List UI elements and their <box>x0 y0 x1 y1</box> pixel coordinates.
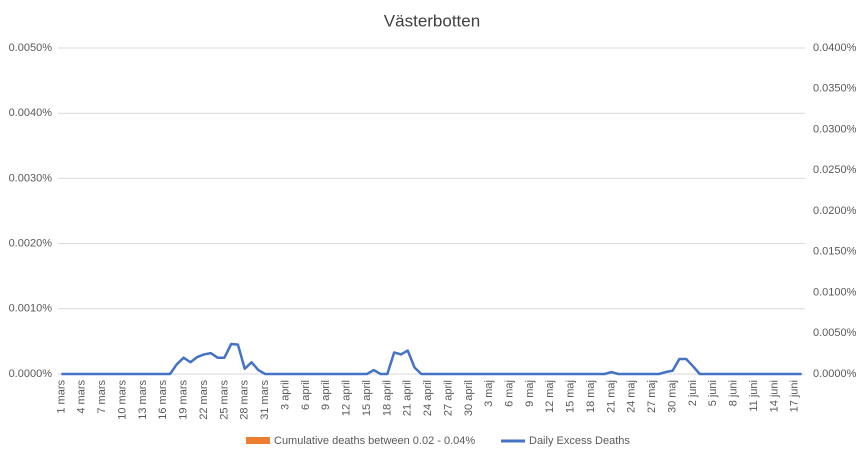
x-tick-label: 11 juni <box>748 380 760 412</box>
x-tick-label: 30 april <box>463 380 475 416</box>
x-tick-label: 16 mars <box>157 380 169 420</box>
x-tick-label: 24 april <box>422 380 434 416</box>
x-tick-label: 25 mars <box>218 380 230 420</box>
x-tick-label: 3 april <box>279 380 291 410</box>
x-tick-label: 8 juni <box>728 380 740 406</box>
x-tick-label: 2 juni <box>687 380 699 406</box>
x-tick-label: 28 mars <box>239 380 251 420</box>
x-tick-label: 7 mars <box>96 380 108 414</box>
x-tick-label: 12 april <box>341 380 353 416</box>
y-tick-label: 0.0050% <box>9 42 53 54</box>
x-tick-label: 15 april <box>361 380 373 416</box>
x-tick-label: 19 mars <box>178 380 190 420</box>
y2-tick-label: 0.0050% <box>813 327 857 339</box>
x-tick-label: 27 april <box>442 380 454 416</box>
y2-tick-label: 0.0400% <box>813 42 857 54</box>
x-tick-label: 6 april <box>300 380 312 410</box>
legend-swatch <box>246 437 270 444</box>
x-tick-label: 31 mars <box>259 380 271 420</box>
y2-tick-label: 0.0000% <box>813 368 857 380</box>
x-tick-label: 13 mars <box>137 380 149 420</box>
x-tick-label: 21 april <box>402 380 414 416</box>
x-tick-label: 15 maj <box>565 380 577 413</box>
y2-tick-label: 0.0150% <box>813 246 857 258</box>
x-tick-label: 1 mars <box>55 380 67 414</box>
data-line <box>61 342 802 376</box>
x-tick-label: 4 mars <box>76 380 88 414</box>
legend-label: Daily Excess Deaths <box>529 435 630 447</box>
y2-tick-label: 0.0100% <box>813 286 857 298</box>
y-tick-label: 0.0040% <box>9 107 53 119</box>
y2-tick-label: 0.0300% <box>813 123 857 135</box>
x-tick-label: 21 maj <box>605 380 617 413</box>
x-tick-label: 5 juni <box>707 380 719 406</box>
x-tick-label: 27 maj <box>646 380 658 413</box>
x-tick-label: 3 maj <box>483 380 495 407</box>
y2-tick-label: 0.0350% <box>813 83 857 95</box>
x-tick-label: 12 maj <box>544 380 556 413</box>
x-tick-label: 9 april <box>320 380 332 410</box>
x-tick-label: 18 april <box>381 380 393 416</box>
x-tick-label: 10 mars <box>116 380 128 420</box>
y-tick-label: 0.0020% <box>9 238 53 250</box>
x-tick-label: 9 maj <box>524 380 536 407</box>
x-tick-label: 24 maj <box>626 380 638 413</box>
x-tick-label: 14 juni <box>768 380 780 412</box>
legend-label: Cumulative deaths between 0.02 - 0.04% <box>274 435 475 447</box>
x-tick-label: 17 juni <box>789 380 801 412</box>
y-tick-label: 0.0030% <box>9 172 53 184</box>
x-tick-label: 22 mars <box>198 380 210 420</box>
y2-tick-label: 0.0200% <box>813 205 857 217</box>
y-tick-label: 0.0010% <box>9 303 53 315</box>
y-tick-label: 0.0000% <box>9 368 53 380</box>
y2-tick-label: 0.0250% <box>813 164 857 176</box>
x-tick-label: 6 maj <box>504 380 516 407</box>
x-tick-label: 30 maj <box>666 380 678 413</box>
chart-title: Västerbotten <box>384 11 480 30</box>
x-tick-label: 18 maj <box>585 380 597 413</box>
